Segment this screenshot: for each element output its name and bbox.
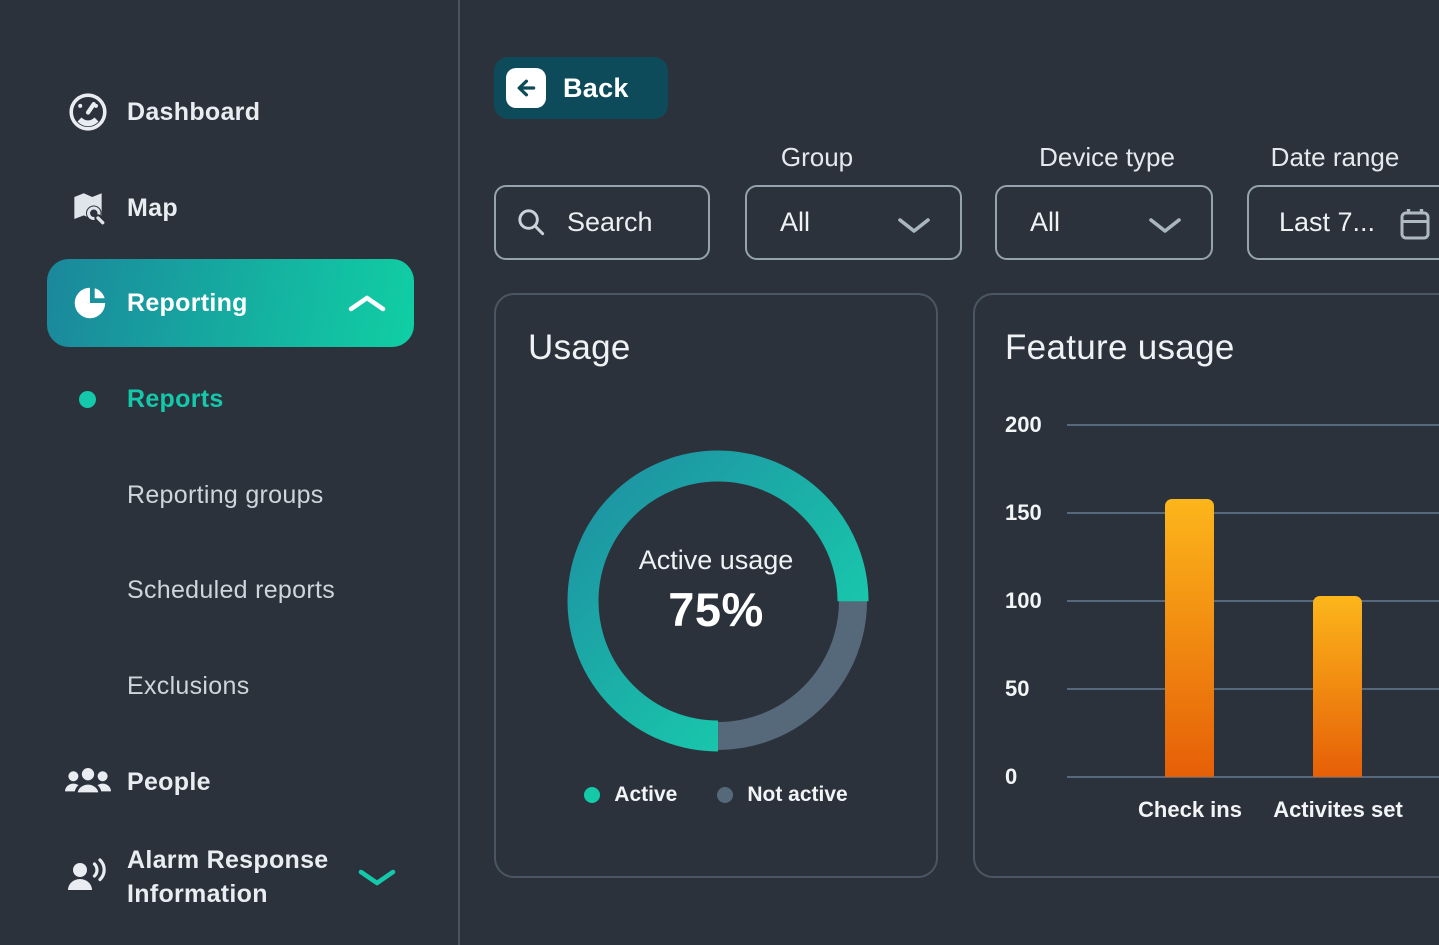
sidebar-item-label: Reporting groups [127,480,324,509]
legend-label: Active [614,783,678,806]
device-type-select-value: All [1030,207,1061,237]
gauge-icon [64,91,112,133]
pie-chart-icon [67,282,115,324]
people-icon [64,764,112,800]
calendar-icon [1397,205,1433,248]
usage-legend: Active Not active [496,783,936,807]
gridline [1067,424,1439,426]
date-range-value: Last 7... [1279,207,1376,237]
search-icon [515,206,548,239]
sidebar-item-label: Reports [127,384,224,413]
usage-card: Usage Active usage 75% Active [494,293,938,878]
map-icon [64,187,112,229]
sidebar: Dashboard Map Reporting [0,0,460,945]
alarm-response-icon [64,856,112,898]
chevron-down-icon [1147,216,1183,240]
sidebar-item-alarm-response-information[interactable]: Alarm Response Information [0,839,458,915]
chevron-down-icon [356,867,398,893]
usage-donut-chart [567,450,869,752]
bar-2 [1313,596,1362,777]
usage-card-title: Usage [528,328,631,367]
legend-item-not-active: Not active [717,783,848,807]
sidebar-item-reporting[interactable]: Reporting [47,259,414,347]
arrow-left-icon [506,68,546,108]
x-category-label: Check ins [1138,797,1242,822]
sidebar-item-label: Alarm Response Information [127,846,329,908]
legend-label: Not active [747,783,848,806]
chevron-down-icon [896,216,932,240]
gridline [1067,600,1439,602]
sidebar-item-label: Map [127,193,178,222]
search-field[interactable] [494,185,710,260]
group-select-value: All [780,207,811,237]
legend-item-active: Active [584,783,677,807]
sidebar-item-label: People [127,767,211,796]
chevron-up-icon [346,293,388,319]
group-filter-label: Group [780,142,854,172]
active-bullet-icon [79,390,96,408]
y-tick-label: 150 [1005,500,1042,525]
legend-dot-active [584,787,601,803]
gridline [1067,688,1439,690]
sidebar-item-reporting-groups[interactable]: Reporting groups [0,467,458,523]
date-range-picker[interactable]: Last 7... [1247,185,1439,260]
feature-usage-card-title: Feature usage [1005,328,1235,367]
sidebar-item-exclusions[interactable]: Exclusions [0,658,458,714]
gridline [1067,776,1439,778]
sidebar-item-scheduled-reports[interactable]: Scheduled reports [0,562,458,618]
legend-dot-not-active [717,787,734,803]
search-input[interactable] [565,206,699,239]
y-tick-label: 200 [1005,412,1042,437]
sidebar-item-label: Dashboard [127,97,261,126]
device-type-select[interactable]: All [995,185,1213,260]
donut-caption: Active usage [638,545,794,575]
y-tick-label: 50 [1005,676,1030,701]
donut-active-arc [567,450,869,752]
back-button-label: Back [563,72,629,103]
bars-container [975,425,1439,777]
sidebar-item-label: Exclusions [127,671,250,700]
y-tick-label: 100 [1005,588,1042,613]
sidebar-item-label: Scheduled reports [127,575,336,604]
bar-1 [1165,499,1214,777]
sidebar-item-map[interactable]: Map [0,180,458,236]
gridline [1067,512,1439,514]
donut-center-text: Active usage 75% [496,545,936,637]
sidebar-item-people[interactable]: People [0,754,458,810]
sidebar-item-reports[interactable]: Reports [0,371,458,427]
device-type-filter-label: Device type [1039,142,1175,172]
date-range-filter-label: Date range [1270,142,1400,172]
x-category-label: Activites set [1273,797,1403,822]
y-tick-label: 0 [1005,764,1018,789]
sidebar-item-label: Reporting [127,288,248,317]
feature-usage-card: Feature usage 200 150 100 50 0 [973,293,1439,878]
group-select[interactable]: All [745,185,962,260]
back-button[interactable]: Back [494,57,668,119]
donut-value: 75% [668,583,764,636]
sidebar-item-dashboard[interactable]: Dashboard [0,84,458,140]
